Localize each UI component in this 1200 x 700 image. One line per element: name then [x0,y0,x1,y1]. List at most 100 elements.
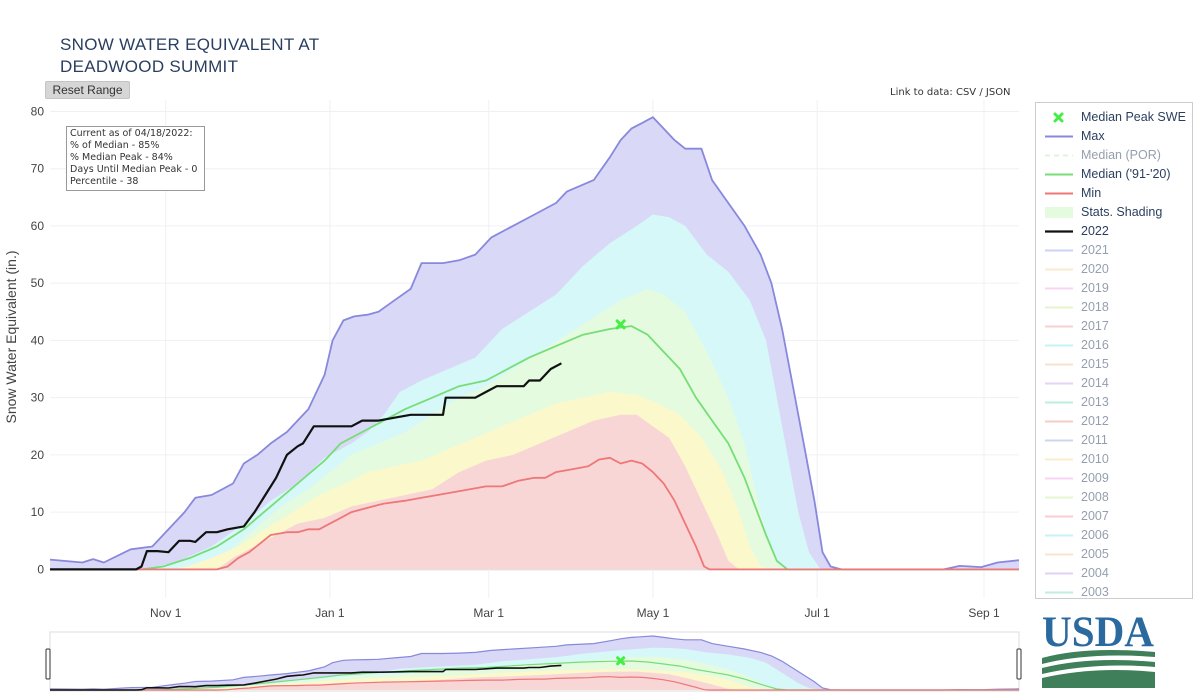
legend-item[interactable]: 2022 [1036,222,1192,241]
y-tick-label: 0 [37,562,44,576]
legend-item[interactable]: 2010 [1036,450,1192,469]
usda-logo-text: USDA [1042,610,1154,656]
legend-label: 2006 [1081,528,1109,542]
legend-item[interactable]: 2008 [1036,488,1192,507]
legend-item[interactable]: 2011 [1036,431,1192,450]
link-separator: / [979,87,983,98]
legend-symbol [1045,207,1073,218]
legend-label: 2019 [1081,281,1109,295]
csv-link[interactable]: CSV [955,87,977,98]
legend-symbol [1045,534,1073,537]
legend-symbol [1045,515,1073,518]
status-percentile: Percentile - 38 [70,176,139,187]
y-tick-label: 50 [31,276,45,290]
legend-item[interactable]: 2004 [1036,564,1192,583]
legend-symbol [1045,477,1073,480]
legend-symbol [1045,154,1073,157]
legend-label: 2012 [1081,414,1109,428]
legend-item[interactable]: 2005 [1036,545,1192,564]
legend-item[interactable]: 2018 [1036,298,1192,317]
legend-symbol [1045,344,1073,347]
x-tick-label: May 1 [637,606,670,620]
usda-logo: USDA [1042,610,1155,688]
legend-label: 2020 [1081,262,1109,276]
median-peak-point[interactable] [615,319,626,330]
series-lines [49,116,1020,571]
legend-item[interactable]: 2020 [1036,260,1192,279]
status-current-date: Current as of 04/18/2022: [70,128,193,139]
data-link-label: Link to data: [890,87,953,98]
legend-label: 2016 [1081,338,1109,352]
legend-label: 2004 [1081,566,1109,580]
status-percent-of-median: % of Median - 85% [70,140,160,151]
legend-label: 2010 [1081,452,1109,466]
legend-item[interactable]: 2021 [1036,241,1192,260]
axis-ticks: 0 10 20 30 40 50 60 70 80 Nov 1 Jan 1 Mar 1 May 1 Jul… [31,104,1000,620]
legend-item[interactable]: 2015 [1036,355,1192,374]
legend-symbol [1045,287,1073,290]
legend-symbol [1053,112,1064,123]
stats-shading [50,117,1019,570]
legend-symbol [1045,591,1073,594]
legend-label: 2017 [1081,319,1109,333]
legend-item[interactable]: Median Peak SWE [1036,108,1192,127]
legend-item[interactable]: 2003 [1036,583,1192,598]
legend-symbol [1045,306,1073,309]
x-tick-label: Sep 1 [968,606,1000,620]
data-link: Link to data: CSV / JSON [890,87,1011,98]
reset-range-button[interactable]: Reset Range [45,81,130,99]
series-line-median-91-20[interactable] [50,325,1019,571]
status-days-until-peak: Days Until Median Peak - 0 [70,164,198,175]
legend-symbol [1045,420,1073,423]
chart-legend: Median Peak SWE Max Median (POR) Median ('9… [1035,102,1193,599]
legend-item[interactable]: Median ('91-'20) [1036,165,1192,184]
x-tick-label: Jan 1 [315,606,345,620]
legend-label: Max [1081,129,1105,143]
series-line-2022[interactable] [50,362,562,571]
legend-label: 2014 [1081,376,1109,390]
legend-item[interactable]: 2009 [1036,469,1192,488]
legend-symbol [1045,439,1073,442]
range-slider[interactable] [45,631,1022,692]
legend-label: 2022 [1081,224,1109,238]
json-link[interactable]: JSON [985,87,1011,98]
legend-item[interactable]: Median (POR) [1036,146,1192,165]
legend-item[interactable]: Min [1036,184,1192,203]
legend-symbol [1045,553,1073,556]
x-tick-label: Mar 1 [473,606,504,620]
legend-item[interactable]: 2019 [1036,279,1192,298]
range-slider-left-handle[interactable] [45,648,51,680]
legend-label: 2008 [1081,490,1109,504]
legend-label: 2013 [1081,395,1109,409]
legend-symbol [1045,572,1073,575]
y-tick-label: 60 [31,219,45,233]
y-tick-label: 70 [31,162,45,176]
legend-label: Median (POR) [1081,148,1161,162]
range-slider-right-handle[interactable] [1016,648,1022,680]
y-axis-label: Snow Water Equivalent (in.) [3,251,19,424]
mini-line-median-91-20 [50,660,1019,691]
legend-label: 2009 [1081,471,1109,485]
legend-symbol [1045,230,1073,233]
legend-symbol [1045,363,1073,366]
legend-item[interactable]: 2006 [1036,526,1192,545]
chart-area[interactable]: 0 10 20 30 40 50 60 70 80 Nov 1 Jan 1 Mar 1 May 1 Jul… [0,0,1030,700]
legend-symbol [1045,173,1073,176]
legend-item[interactable]: 2007 [1036,507,1192,526]
legend-symbol [1045,382,1073,385]
legend-item[interactable]: 2016 [1036,336,1192,355]
status-percent-median-peak: % Median Peak - 84% [70,152,173,163]
legend-item[interactable]: 2012 [1036,412,1192,431]
chart-title: SNOW WATER EQUIVALENT AT DEADWOOD SUMMIT [60,35,320,76]
mini-median-peak-point[interactable] [616,656,626,666]
legend-item[interactable]: 2017 [1036,317,1192,336]
legend-label: 2005 [1081,547,1109,561]
series-line-max[interactable] [49,116,1020,571]
legend-item[interactable]: Max [1036,127,1192,146]
legend-item[interactable]: 2014 [1036,374,1192,393]
legend-item[interactable]: Stats. Shading [1036,203,1192,222]
y-tick-label: 80 [31,104,45,118]
legend-item[interactable]: 2013 [1036,393,1192,412]
legend-symbol [1045,458,1073,461]
series-line-min[interactable] [50,456,1019,571]
